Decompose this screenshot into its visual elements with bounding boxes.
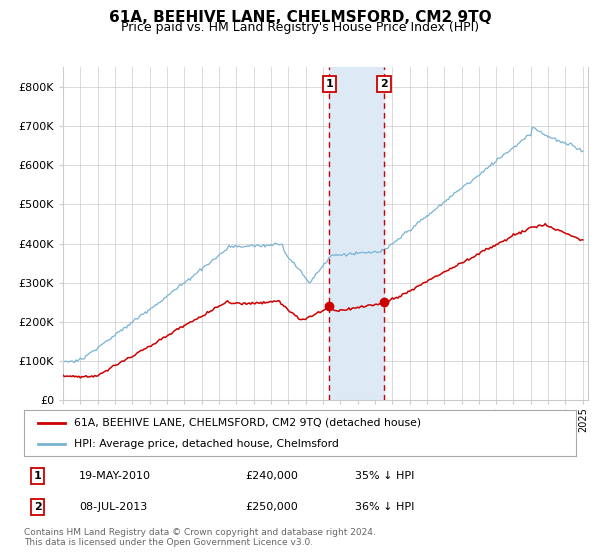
Text: 08-JUL-2013: 08-JUL-2013	[79, 502, 148, 512]
Text: 1: 1	[34, 471, 41, 481]
Bar	[329, 67, 384, 400]
Text: HPI: Average price, detached house, Chelmsford: HPI: Average price, detached house, Chel…	[74, 439, 338, 449]
Text: 61A, BEEHIVE LANE, CHELMSFORD, CM2 9TQ (detached house): 61A, BEEHIVE LANE, CHELMSFORD, CM2 9TQ (…	[74, 418, 421, 428]
Text: Contains HM Land Registry data © Crown copyright and database right 2024.
This d: Contains HM Land Registry data © Crown c…	[24, 528, 376, 547]
Text: 1: 1	[326, 79, 334, 89]
Text: Price paid vs. HM Land Registry's House Price Index (HPI): Price paid vs. HM Land Registry's House …	[121, 21, 479, 34]
Text: 35% ↓ HPI: 35% ↓ HPI	[355, 471, 415, 481]
Text: £250,000: £250,000	[245, 502, 298, 512]
Text: 2: 2	[34, 502, 41, 512]
Text: £240,000: £240,000	[245, 471, 298, 481]
Text: 19-MAY-2010: 19-MAY-2010	[79, 471, 151, 481]
Text: 2: 2	[380, 79, 388, 89]
Text: 61A, BEEHIVE LANE, CHELMSFORD, CM2 9TQ: 61A, BEEHIVE LANE, CHELMSFORD, CM2 9TQ	[109, 10, 491, 25]
Text: 36% ↓ HPI: 36% ↓ HPI	[355, 502, 415, 512]
